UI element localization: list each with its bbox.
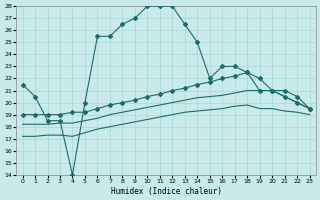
X-axis label: Humidex (Indice chaleur): Humidex (Indice chaleur): [111, 187, 221, 196]
